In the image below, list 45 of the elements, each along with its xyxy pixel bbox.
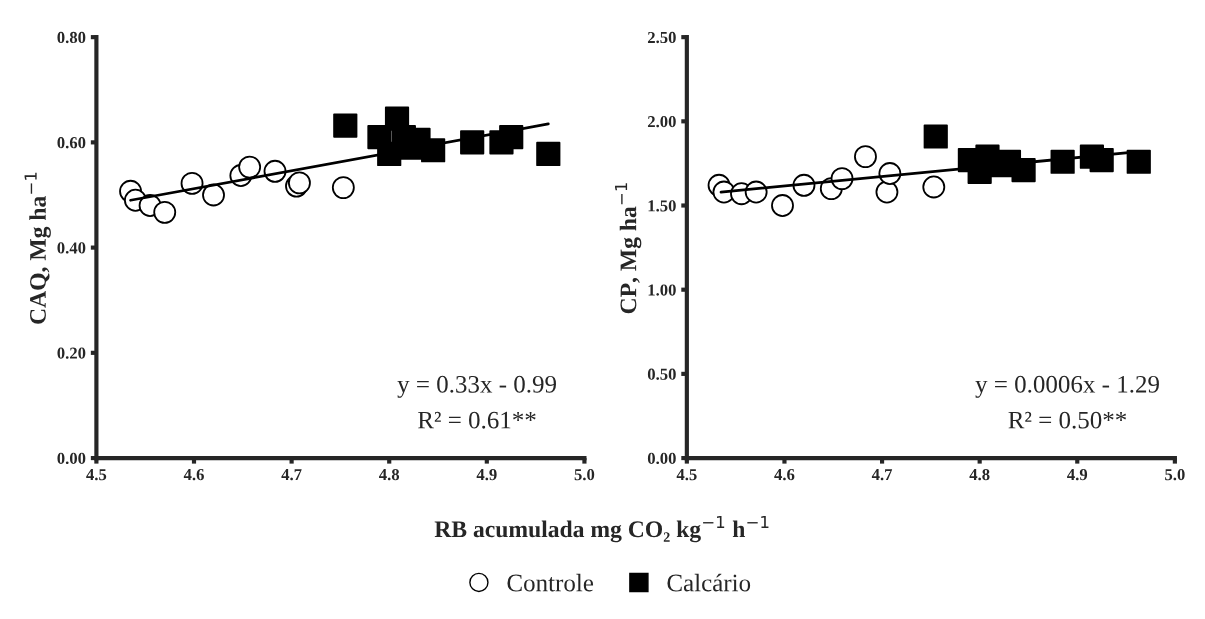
x-tick-label: 4.9: [476, 469, 497, 481]
x-tick-label: 4.8: [969, 468, 990, 481]
point: [923, 124, 948, 149]
x-tick-label: 5.0: [574, 468, 595, 481]
annotation: R² = 0.50**: [1008, 411, 1127, 429]
x-tick-label: 4.6: [183, 469, 204, 481]
point: [1011, 158, 1036, 183]
point: [854, 145, 877, 169]
point: [771, 194, 794, 217]
y-tick-label: 0.20: [57, 347, 86, 359]
point: [1126, 149, 1151, 174]
y-axis-title: CP, Mg ha$^{−1}$: [615, 183, 642, 314]
point: [238, 155, 262, 179]
y-tick-label: 2.50: [647, 31, 676, 44]
x-tick-label: 4.8: [379, 468, 400, 481]
y-tick-label: 0.00: [57, 452, 86, 465]
y-tick-label: 0.00: [647, 452, 676, 465]
y-tick-label: 0.40: [57, 242, 86, 254]
point: [536, 141, 561, 167]
x-tick-label: 4.5: [86, 469, 107, 481]
x-tick-label: 5.0: [1165, 468, 1185, 481]
annotation: y = 0.0006x - 1.29: [975, 375, 1159, 398]
x-tick-label: 4.6: [774, 469, 795, 481]
point: [875, 180, 899, 204]
legend-label: Calcário: [667, 573, 751, 592]
y-tick-label: 2.00: [647, 116, 676, 128]
x-tick-label: 4.5: [676, 469, 697, 481]
x-tick-label: 4.7: [871, 469, 893, 481]
y-tick-label: 0.60: [57, 137, 86, 149]
annotation: y = 0.33x - 0.99: [397, 375, 556, 398]
x-tick-label: 4.7: [281, 469, 302, 481]
point: [331, 176, 355, 200]
y-axis-title: CAQ, Mg ha$^{−1}$: [24, 172, 51, 324]
point: [153, 200, 177, 224]
y-tick-label: 0.50: [647, 368, 676, 380]
x-tick-label: 4.9: [1067, 469, 1088, 481]
point: [922, 175, 946, 199]
y-tick-label: 1.00: [648, 284, 676, 296]
legend-label: Controle: [507, 573, 594, 592]
y-tick-label: 0.80: [57, 31, 86, 44]
point: [202, 183, 225, 207]
point: [333, 113, 358, 138]
y-tick-label: 1.50: [648, 200, 676, 212]
annotation: R² = 0.61**: [418, 411, 536, 429]
x-axis-title: RB acumulada mg CO₂ kg$^{−1}$ h$^{−1}$: [434, 515, 769, 543]
